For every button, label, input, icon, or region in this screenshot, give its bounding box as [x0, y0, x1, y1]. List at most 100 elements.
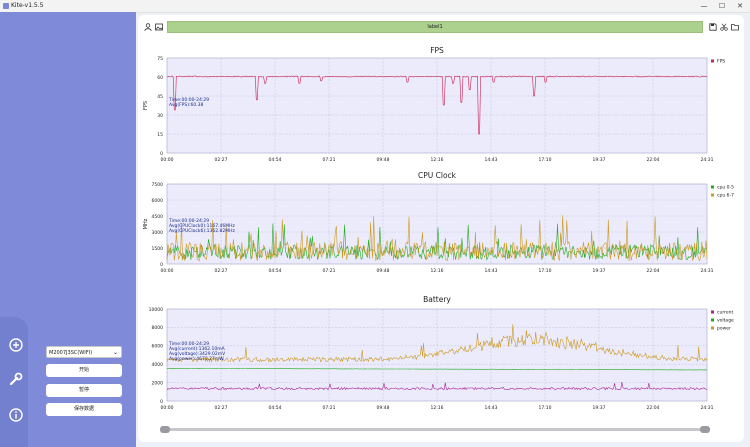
series-line-cpu-0-5: [166, 223, 708, 261]
wrench-icon[interactable]: [8, 372, 24, 388]
window-title: Kite-v1.5.5: [11, 2, 44, 9]
y-tick-label: 2000: [152, 380, 164, 386]
image-icon[interactable]: [155, 23, 163, 31]
x-tick-label: 17:10: [539, 157, 552, 163]
x-tick-label: 14:43: [485, 157, 498, 163]
sidebar: M2007J3SC(WIFI) ⌄ 开始 暂停 保存数据: [0, 12, 136, 447]
x-tick-label: 04:54: [269, 405, 282, 411]
stats-annotation: Avg(CPUClock6):1362.82MHz: [169, 228, 235, 234]
legend-label: FPS: [717, 59, 725, 65]
chart-title: Battery: [423, 295, 451, 304]
fps-chart: FPS 0 15 30 45 60 75 00:00 02:27 04:54 07:21 09:48 1…: [143, 46, 725, 163]
timeline-end-handle[interactable]: [700, 426, 710, 433]
stats-annotation: Time:00:00-24:29: [168, 341, 209, 347]
x-tick-label: 19:37: [593, 268, 606, 274]
maximize-button[interactable]: ☐: [718, 2, 726, 10]
x-tick-label: 00:00: [161, 268, 174, 274]
x-tick-label: 19:37: [593, 157, 606, 163]
y-tick-label: 60: [157, 75, 163, 81]
y-tick-label: 30: [157, 113, 163, 119]
chart-title: FPS: [430, 46, 444, 55]
x-tick-label: 00:00: [161, 405, 174, 411]
pause-button[interactable]: 暂停: [46, 384, 122, 397]
series-line-current: [166, 381, 708, 391]
legend-label: voltage: [717, 318, 734, 324]
user-icon[interactable]: [144, 23, 152, 31]
x-tick-label: 07:21: [323, 157, 336, 163]
y-tick-label: 4500: [152, 214, 164, 220]
y-tick-label: 7500: [152, 182, 164, 188]
scissors-icon[interactable]: [720, 23, 728, 31]
series-line-voltage: [166, 367, 708, 371]
x-tick-label: 17:10: [539, 268, 552, 274]
chart-title: CPU Clock: [418, 171, 457, 180]
minimize-button[interactable]: —: [700, 2, 708, 10]
y-tick-label: 1500: [152, 246, 164, 252]
x-tick-label: 02:27: [215, 157, 228, 163]
legend-label: cpu 6-7: [717, 193, 734, 199]
stats-annotation: Time:00:00-24:29: [168, 97, 209, 103]
info-icon[interactable]: [8, 408, 24, 424]
legend-swatch: [711, 193, 714, 197]
title-bar: Kite-v1.5.5 — ☐ ✕: [0, 0, 750, 13]
series-line-power: [166, 324, 708, 363]
x-tick-label: 12:16: [431, 157, 444, 163]
y-tick-label: 0: [160, 262, 163, 268]
x-tick-label: 12:16: [431, 268, 444, 274]
x-tick-label: 07:21: [323, 405, 336, 411]
y-tick-label: 0: [160, 151, 163, 157]
save-data-button[interactable]: 保存数据: [46, 403, 122, 416]
chevron-down-icon: ⌄: [112, 349, 118, 356]
x-tick-label: 12:16: [431, 405, 444, 411]
y-axis-label: FPS: [143, 101, 149, 110]
series-line-FPS: [166, 75, 708, 135]
x-tick-label: 02:27: [215, 268, 228, 274]
add-circle-icon[interactable]: [8, 338, 24, 354]
y-tick-label: 0: [160, 399, 163, 405]
battery-chart: Battery 0 2000 4000 6000 8000 10000 00:00 02:27 0…: [149, 295, 734, 411]
y-tick-label: 8000: [152, 325, 164, 331]
x-tick-label: 22:04: [647, 157, 660, 163]
y-tick-label: 75: [157, 56, 163, 62]
save-icon[interactable]: [709, 23, 717, 31]
x-tick-label: 14:43: [485, 405, 498, 411]
close-button[interactable]: ✕: [737, 2, 743, 10]
x-tick-label: 09:48: [377, 268, 390, 274]
start-button[interactable]: 开始: [46, 364, 122, 377]
y-tick-label: 45: [157, 94, 163, 100]
x-tick-label: 24:31: [701, 405, 714, 411]
legend-label: current: [717, 310, 733, 316]
x-tick-label: 02:27: [215, 405, 228, 411]
stats-annotation: Time:00:00-24:29: [168, 218, 209, 224]
x-tick-label: 17:10: [539, 405, 552, 411]
timeline-start-handle[interactable]: [160, 426, 170, 433]
x-tick-label: 22:04: [647, 268, 660, 274]
y-tick-label: 3000: [152, 230, 164, 236]
x-tick-label: 22:04: [647, 405, 660, 411]
cpu-clock-chart: CPU Clock 0 1500 3000 4500 6000 7500 00:00 02:27…: [143, 171, 734, 274]
legend-swatch: [711, 59, 714, 63]
series-line-cpu-6-7: [166, 215, 708, 262]
x-tick-label: 04:54: [269, 157, 282, 163]
y-tick-label: 15: [157, 132, 163, 138]
x-tick-label: 24:31: [701, 157, 714, 163]
x-tick-label: 00:00: [161, 157, 174, 163]
y-tick-label: 6000: [152, 198, 164, 204]
stats-annotation: Avg(current):1362.10mA: [169, 346, 226, 352]
device-select[interactable]: M2007J3SC(WIFI) ⌄: [46, 346, 122, 358]
y-axis-label: MHz: [143, 218, 149, 229]
x-tick-label: 09:48: [377, 405, 390, 411]
x-tick-label: 19:37: [593, 405, 606, 411]
timeline-scrollbar[interactable]: [162, 428, 708, 431]
y-tick-label: 6000: [152, 344, 164, 350]
app-logo-icon: [3, 3, 9, 9]
y-tick-label: 10000: [149, 307, 163, 313]
x-tick-label: 24:31: [701, 268, 714, 274]
folder-icon[interactable]: [731, 23, 739, 31]
y-tick-label: 4000: [152, 362, 164, 368]
legend-label: cpu 0-5: [717, 185, 734, 191]
x-tick-label: 04:54: [269, 268, 282, 274]
stats-annotation: Avg(FPS):60.38: [169, 102, 204, 108]
device-select-value: M2007J3SC(WIFI): [49, 350, 93, 356]
legend-swatch: [711, 185, 714, 189]
